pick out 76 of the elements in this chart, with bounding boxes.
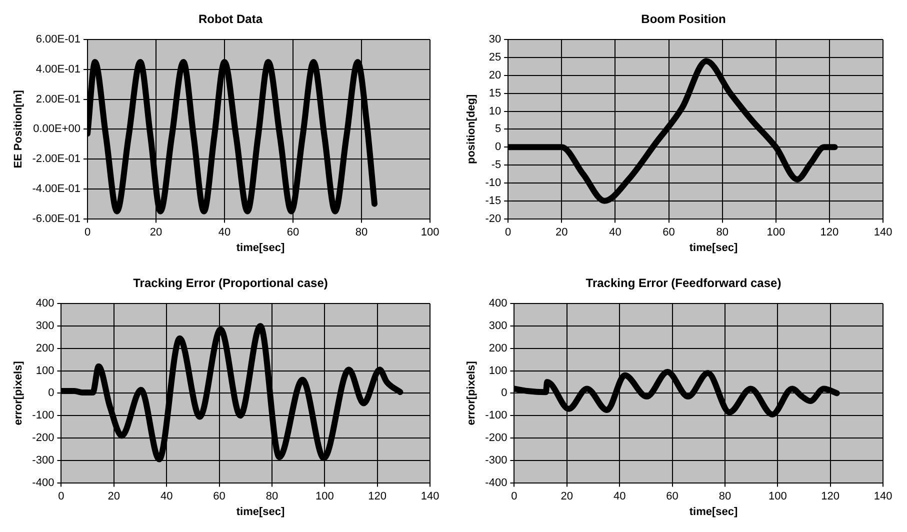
chart-title: Tracking Error (Proportional case) bbox=[132, 275, 329, 292]
y-tick-label: 0 bbox=[48, 387, 54, 400]
y-tick-label: -100 bbox=[485, 410, 508, 422]
y-tick-label: -10 bbox=[485, 176, 502, 189]
y-tick-label: 20 bbox=[488, 69, 502, 82]
y-tick-label: -5 bbox=[491, 159, 502, 172]
y-axis-title: error[pixels] bbox=[12, 360, 25, 426]
x-tick-label: 20 bbox=[560, 490, 574, 502]
y-tick-label: -100 bbox=[32, 410, 54, 422]
y-axis-title: position[deg] bbox=[466, 94, 478, 164]
x-tick-label: 60 bbox=[286, 226, 300, 238]
x-tick-label: 20 bbox=[556, 226, 568, 238]
x-tick-label: 100 bbox=[315, 490, 334, 502]
x-tick-label: 100 bbox=[420, 226, 440, 238]
y-tick-label: -15 bbox=[485, 194, 502, 207]
x-axis-title: time[sec] bbox=[235, 242, 286, 254]
y-tick-label: 200 bbox=[488, 342, 508, 354]
x-tick-label: 40 bbox=[160, 490, 173, 502]
y-tick-label: 300 bbox=[488, 320, 508, 332]
y-tick-label: 100 bbox=[36, 364, 54, 377]
y-tick-label: 10 bbox=[488, 105, 502, 118]
x-tick-label: 140 bbox=[874, 490, 892, 502]
x-tick-label: 0 bbox=[84, 226, 91, 238]
y-tick-label: -400 bbox=[485, 476, 508, 489]
x-tick-label: 80 bbox=[266, 490, 278, 502]
y-tick-label: -200 bbox=[32, 432, 54, 444]
y-tick-label: -6.00E-01 bbox=[32, 212, 81, 225]
y-tick-label: 400 bbox=[488, 298, 508, 310]
y-tick-label: -4.00E-01 bbox=[32, 182, 81, 195]
x-tick-label: 60 bbox=[213, 490, 226, 502]
x-tick-label: 40 bbox=[613, 490, 626, 502]
x-tick-label: 120 bbox=[821, 490, 840, 502]
x-tick-label: 40 bbox=[609, 226, 622, 238]
y-tick-label: 0 bbox=[501, 387, 508, 400]
x-tick-label: 20 bbox=[108, 490, 120, 502]
x-tick-label: 80 bbox=[355, 226, 368, 238]
x-tick-label: 80 bbox=[716, 226, 728, 238]
x-tick-label: 40 bbox=[218, 226, 231, 238]
y-tick-label: 0.00E+00 bbox=[33, 123, 81, 136]
y-tick-label: 6.00E-01 bbox=[36, 34, 81, 46]
y-tick-label: 4.00E-01 bbox=[36, 64, 81, 76]
y-tick-label: 300 bbox=[36, 320, 54, 332]
x-tick-label: 60 bbox=[662, 226, 675, 238]
y-tick-label: 0 bbox=[494, 141, 502, 154]
x-tick-label: 100 bbox=[768, 490, 787, 502]
y-tick-label: -400 bbox=[32, 476, 54, 489]
y-tick-label: 400 bbox=[36, 298, 54, 310]
y-tick-label: -20 bbox=[485, 212, 502, 225]
x-tick-label: 60 bbox=[666, 490, 678, 502]
x-tick-label: 120 bbox=[368, 490, 386, 502]
y-tick-label: 15 bbox=[488, 87, 502, 100]
y-axis-title: error[pixels] bbox=[466, 360, 478, 426]
x-axis-title: time[sec] bbox=[235, 506, 286, 518]
y-tick-label: 100 bbox=[488, 364, 508, 377]
x-axis-title: time[sec] bbox=[688, 242, 739, 254]
y-tick-label: -2.00E-01 bbox=[32, 153, 81, 166]
x-tick-label: 20 bbox=[150, 226, 162, 238]
y-tick-label: 30 bbox=[488, 34, 502, 46]
x-tick-label: 0 bbox=[511, 490, 518, 502]
y-tick-label: -300 bbox=[32, 454, 54, 466]
y-axis-title: EE Position[m] bbox=[12, 90, 25, 168]
y-tick-label: -300 bbox=[485, 454, 508, 466]
chart-title: Tracking Error (Feedforward case) bbox=[584, 275, 782, 292]
chart-title: Boom Position bbox=[640, 11, 727, 28]
x-tick-label: 140 bbox=[420, 490, 440, 502]
chart-title: Robot Data bbox=[198, 11, 264, 28]
x-tick-label: 120 bbox=[820, 226, 839, 238]
x-tick-label: 140 bbox=[874, 226, 892, 238]
y-tick-label: 5 bbox=[494, 123, 502, 136]
y-tick-label: 200 bbox=[36, 342, 54, 354]
x-tick-label: 100 bbox=[766, 226, 786, 238]
x-axis-title: time[sec] bbox=[688, 506, 739, 518]
y-tick-label: 25 bbox=[488, 52, 502, 64]
y-tick-label: -200 bbox=[485, 432, 508, 444]
y-tick-label: 2.00E-01 bbox=[36, 93, 81, 106]
x-tick-label: 80 bbox=[718, 490, 732, 502]
